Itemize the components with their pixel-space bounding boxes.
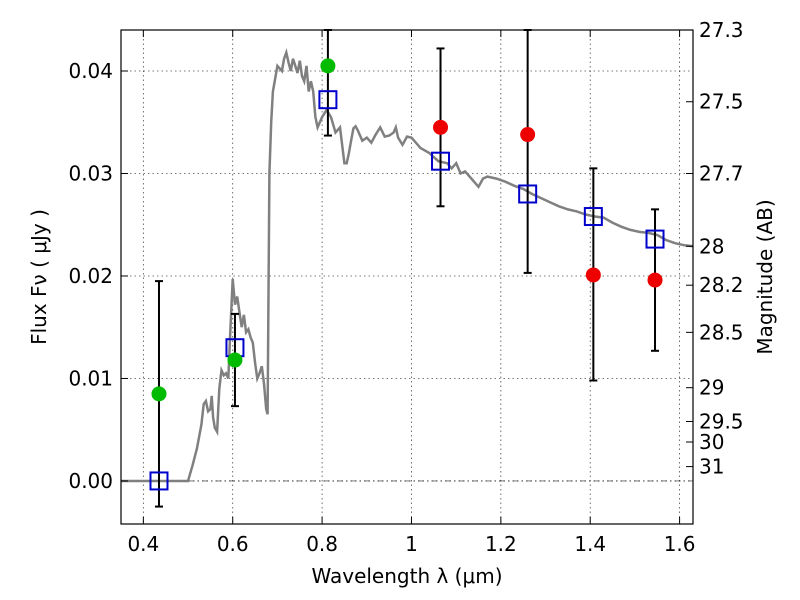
x-tick-label: 0.6 <box>217 532 249 556</box>
y-axis-label: Flux Fν ( μJy ) <box>27 209 51 345</box>
model-band-flux-square <box>318 90 338 110</box>
plot-frame <box>120 29 694 525</box>
model-band-flux-square <box>149 471 169 491</box>
magnitude-tick-label: 27.3 <box>699 18 744 42</box>
x-tick-label: 1.6 <box>664 532 696 556</box>
grid <box>121 30 693 524</box>
observed-flux-point <box>320 58 336 74</box>
model-band-flux-square <box>645 229 665 249</box>
right-axis-label: Magnitude (AB) <box>753 199 777 354</box>
magnitude-tick-label: 28.5 <box>699 320 744 344</box>
y-tick-label: 0.04 <box>68 59 113 83</box>
x-tick-label: 1 <box>405 532 418 556</box>
magnitude-tick-label: 27.7 <box>699 161 744 185</box>
model-band-flux-square <box>431 151 451 171</box>
x-tick-label: 0.4 <box>127 532 159 556</box>
x-tick-label: 1.4 <box>574 532 606 556</box>
x-tick-label: 1.2 <box>485 532 517 556</box>
magnitude-tick-label: 28 <box>699 234 724 258</box>
y-tick-label: 0.01 <box>68 366 113 390</box>
axes: 0.4 0.6 0.8 1 1.2 1.4 1.6 0.00 0.01 0.02 0.03 0.04 2… <box>68 18 743 556</box>
magnitude-tick-label: 28.2 <box>699 273 744 297</box>
model-band-flux-square <box>583 207 603 227</box>
y-tick-label: 0.02 <box>68 264 113 288</box>
magnitude-tick-label: 27.5 <box>699 90 744 114</box>
model-band-flux-square <box>518 184 538 204</box>
observed-flux-point <box>585 267 601 283</box>
y-tick-label: 0.03 <box>68 161 113 185</box>
y-tick-label: 0.00 <box>68 469 113 493</box>
magnitude-tick-label: 29.5 <box>699 410 744 434</box>
observed-flux-point <box>151 386 167 402</box>
observed-flux-point <box>227 352 243 368</box>
plot-area <box>121 29 694 508</box>
magnitude-tick-label: 29 <box>699 376 724 400</box>
magnitude-tick-label: 31 <box>699 455 724 479</box>
observed-flux-point <box>647 272 663 288</box>
observed-flux-point <box>520 127 536 143</box>
observed-flux-point <box>433 119 449 135</box>
x-axis-label: Wavelength λ (μm) <box>311 564 502 588</box>
x-tick-label: 0.8 <box>306 532 338 556</box>
magnitude-tick-label: 30 <box>699 430 724 454</box>
model-spectrum-line <box>121 47 694 483</box>
